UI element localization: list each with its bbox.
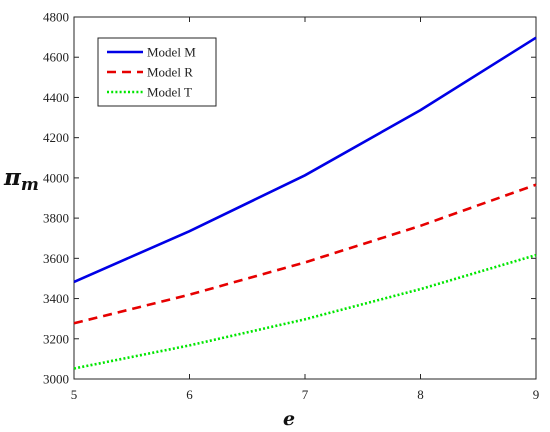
legend-label: Model R (147, 65, 193, 80)
series-line-model-t (73, 253, 537, 370)
x-tick-label: 5 (71, 387, 78, 402)
x-axis-label: e (283, 408, 295, 430)
y-tick-label: 3400 (43, 291, 69, 306)
x-tick-label: 6 (186, 387, 193, 402)
series-line-model-m (73, 36, 537, 284)
series-line-model-r (73, 183, 537, 325)
y-tick-label: 4400 (43, 90, 69, 105)
x-tick-label: 9 (533, 387, 540, 402)
y-axis-label-main: π (3, 164, 22, 191)
y-tick-label: 3600 (43, 251, 69, 266)
y-tick-label: 4200 (43, 130, 69, 145)
legend-box (97, 37, 217, 107)
y-tick-label: 4000 (43, 170, 69, 185)
y-axis-label: πm (3, 164, 39, 195)
y-tick-label: 3200 (43, 331, 69, 346)
ticks-layer: 5 6 7 8 9 3000 3200 3400 3600 3800 4000 4200 4400 460… (43, 10, 539, 403)
y-tick-label: 4800 (43, 10, 69, 25)
y-axis-label-subscript: m (21, 175, 39, 195)
y-tick-label: 3000 (43, 372, 69, 387)
legend-label: Model T (147, 85, 192, 100)
y-tick-label: 3800 (43, 211, 69, 226)
y-tick-label: 4600 (43, 50, 69, 65)
series-layer (73, 36, 537, 370)
x-tick-label: 8 (417, 387, 424, 402)
x-tick-label: 7 (302, 387, 309, 402)
legend: Model M Model R Model T (97, 37, 217, 107)
legend-label: Model M (147, 45, 196, 60)
